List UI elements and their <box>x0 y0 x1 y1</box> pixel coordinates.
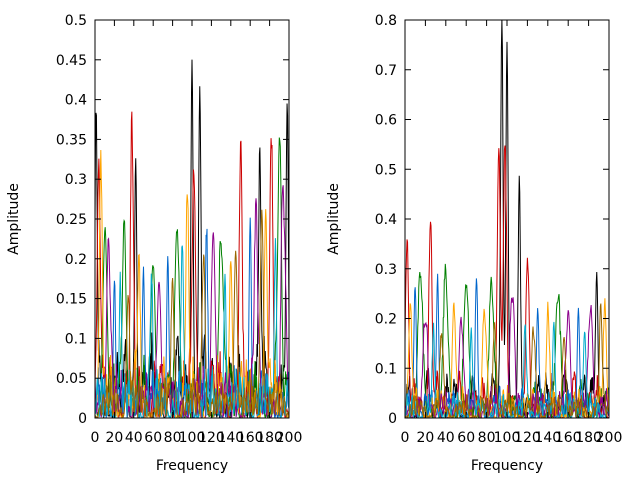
y-tick-label: 0.8 <box>375 13 397 29</box>
x-tick-label: 80 <box>478 430 496 446</box>
x-tick-label: 180 <box>575 430 602 446</box>
y-tick-label: 0.15 <box>56 292 87 308</box>
y-tick-label: 0.1 <box>65 331 87 347</box>
x-tick-label: 180 <box>256 430 283 446</box>
x-tick-label: 160 <box>555 430 582 446</box>
x-tick-label: 200 <box>276 430 303 446</box>
series-group <box>405 20 609 418</box>
y-tick-label: 0.5 <box>65 13 87 29</box>
y-tick-label: 0.35 <box>56 132 87 148</box>
x-tick-label: 100 <box>494 430 521 446</box>
y-tick-label: 0.2 <box>375 312 397 328</box>
y-axis-label: Amplitude <box>6 183 22 255</box>
left-plot: 0 0.05 0.1 0.15 0.2 0.25 0.3 0.35 0.4 0.45 0.5 0 20 4… <box>6 13 302 474</box>
y-tick-label: 0.4 <box>65 93 87 109</box>
y-tick-label: 0.3 <box>65 172 87 188</box>
x-tick-label: 0 <box>401 430 410 446</box>
y-tick-label: 0.25 <box>56 212 87 228</box>
y-axis-label: Amplitude <box>326 183 342 255</box>
y-tick-label: 0.5 <box>375 162 397 178</box>
x-tick-label: 40 <box>437 430 455 446</box>
x-tick-label: 60 <box>457 430 475 446</box>
y-tick-label: 0.05 <box>56 371 87 387</box>
y-tick-label: 0 <box>388 411 397 427</box>
x-tick-label: 0 <box>91 430 100 446</box>
x-tick-label: 200 <box>596 430 623 446</box>
x-tick-label: 20 <box>105 430 123 446</box>
y-tick-label: 0.7 <box>375 63 397 79</box>
y-tick-label: 0.1 <box>375 361 397 377</box>
x-tick-label: 80 <box>164 430 182 446</box>
x-tick-label: 140 <box>534 430 561 446</box>
y-tick-label: 0.3 <box>375 262 397 278</box>
y-tick-label: 0.4 <box>375 212 397 228</box>
x-axis-label: Frequency <box>156 458 228 474</box>
x-tick-label: 20 <box>416 430 434 446</box>
x-tick-label: 120 <box>514 430 541 446</box>
y-tick-label: 0.2 <box>65 252 87 268</box>
right-plot: 0 0.1 0.2 0.3 0.4 0.5 0.6 0.7 0.8 0 20 40 60 80100120… <box>326 13 622 474</box>
x-tick-label: 120 <box>198 430 225 446</box>
y-tick-label: 0.6 <box>375 113 397 129</box>
x-tick-label: 140 <box>217 430 244 446</box>
series-group <box>95 59 289 418</box>
y-tick-label: 0.45 <box>56 53 87 69</box>
x-axis-label: Frequency <box>471 458 543 474</box>
x-tick-label: 60 <box>144 430 162 446</box>
x-tick-label: 100 <box>179 430 206 446</box>
x-tick-label: 160 <box>237 430 264 446</box>
y-tick-label: 0 <box>78 411 87 427</box>
x-tick-label: 40 <box>125 430 143 446</box>
